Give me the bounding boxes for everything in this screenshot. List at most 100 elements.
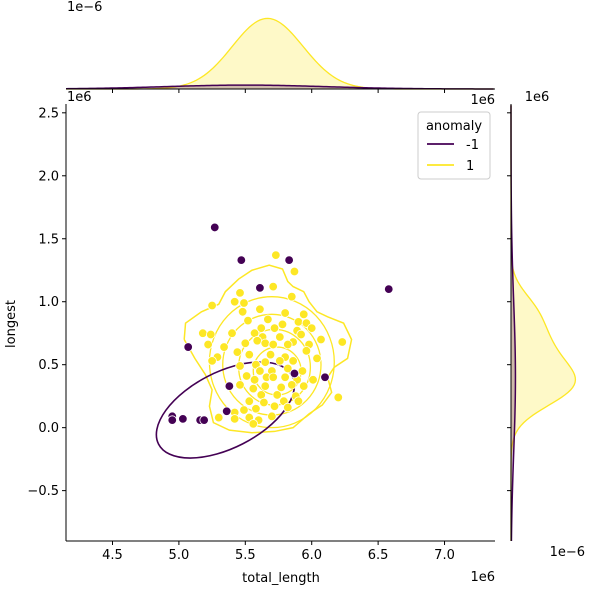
- point-normal: [272, 390, 282, 400]
- point-normal: [259, 397, 269, 408]
- point-normal: [263, 314, 273, 325]
- point-normal: [255, 304, 265, 314]
- x-tick-label: 6.0: [301, 548, 322, 563]
- point-anomaly: [178, 414, 188, 424]
- point-normal: [198, 328, 208, 338]
- point-normal: [207, 300, 217, 311]
- point-normal: [241, 371, 252, 381]
- point-anomaly: [210, 222, 220, 233]
- top-marginal-plot: [65, 17, 495, 93]
- point-normal: [275, 356, 285, 366]
- right-marginal-top-text-2: 1e6: [525, 90, 550, 105]
- point-normal: [248, 419, 258, 429]
- point-anomaly: [284, 255, 294, 265]
- point-normal: [269, 401, 280, 411]
- top-kde-fill-normal: [66, 18, 494, 90]
- point-normal: [232, 347, 243, 357]
- right-marginal-plot: [507, 104, 577, 542]
- point-normal: [237, 307, 248, 317]
- point-normal: [251, 404, 261, 414]
- point-normal: [235, 288, 245, 298]
- y-axis-label: longest: [4, 300, 19, 348]
- point-normal: [268, 372, 278, 382]
- point-normal: [260, 357, 270, 367]
- point-normal: [333, 392, 343, 403]
- point-normal: [287, 380, 297, 390]
- point-normal: [299, 381, 309, 391]
- point-normal: [249, 375, 260, 385]
- y-tick-label: 1.0: [38, 295, 59, 310]
- point-anomaly: [222, 406, 232, 416]
- point-normal: [271, 250, 281, 260]
- point-normal: [316, 334, 326, 345]
- point-normal: [269, 323, 280, 333]
- scatter-points: [167, 222, 394, 429]
- point-normal: [227, 328, 237, 338]
- point-normal: [256, 323, 266, 333]
- point-normal: [229, 414, 240, 424]
- y-tick-label: 2.0: [38, 169, 59, 184]
- x-tick-label: 6.5: [368, 548, 389, 563]
- point-normal: [219, 342, 229, 352]
- point-normal: [255, 366, 265, 376]
- point-normal: [289, 266, 300, 277]
- y-tick-label: 0.5: [38, 358, 59, 373]
- legend-label: 1: [466, 159, 474, 174]
- top-kde-fill-anomaly: [66, 85, 494, 89]
- point-normal: [235, 380, 245, 390]
- main-axes: 4.5 5.0 5.5 6.0 6.5 7.0 −0.5 0.0 0.5 1.0 1.5 2.0 2.5: [27, 104, 495, 563]
- point-normal: [337, 337, 347, 347]
- point-anomaly: [320, 372, 330, 382]
- x-offset-text: 1e6: [470, 570, 495, 585]
- point-anomaly: [167, 415, 177, 425]
- y-tick-label: −0.5: [27, 484, 59, 499]
- legend-box: [417, 111, 491, 180]
- x-tick-label: 5.5: [235, 548, 256, 563]
- point-normal: [229, 297, 240, 307]
- point-normal: [268, 281, 278, 292]
- point-normal: [248, 383, 258, 394]
- y-tick-label: 2.5: [38, 106, 59, 121]
- point-normal: [280, 308, 290, 318]
- point-normal: [240, 338, 251, 348]
- point-anomaly: [384, 284, 394, 294]
- point-normal: [301, 346, 312, 356]
- right-marginal-offset-text: 1e−6: [550, 545, 585, 560]
- point-normal: [267, 411, 277, 422]
- x-tick-label: 4.5: [102, 548, 123, 563]
- point-normal: [288, 356, 298, 366]
- point-normal: [293, 317, 304, 327]
- point-normal: [260, 338, 270, 348]
- point-normal: [239, 298, 249, 308]
- right-marginal-top-text: 1e6: [470, 93, 495, 108]
- point-normal: [243, 315, 253, 326]
- legend-title: anomaly: [426, 119, 482, 134]
- x-tick-label: 7.0: [434, 548, 455, 563]
- top-marginal-offset-text: 1e−6: [67, 0, 102, 15]
- point-normal: [235, 361, 245, 371]
- right-kde-fill-normal: [511, 105, 576, 541]
- legend: anomaly -1 1: [417, 111, 491, 180]
- point-normal: [260, 381, 270, 391]
- point-anomaly: [224, 381, 235, 391]
- point-normal: [299, 309, 309, 320]
- point-normal: [203, 339, 213, 350]
- point-normal: [206, 329, 216, 340]
- point-normal: [268, 339, 278, 350]
- point-anomaly: [255, 283, 265, 293]
- y-offset-text: 1e6: [67, 90, 92, 105]
- y-tick-label: 0.0: [38, 421, 59, 436]
- point-normal: [280, 372, 290, 382]
- point-normal: [275, 332, 285, 342]
- point-normal: [244, 349, 254, 360]
- point-normal: [239, 405, 249, 415]
- point-normal: [287, 291, 297, 302]
- legend-label: -1: [466, 138, 479, 153]
- point-normal: [293, 396, 304, 406]
- point-normal: [277, 319, 288, 330]
- point-normal: [244, 396, 254, 406]
- x-axis-label: total_length: [242, 571, 320, 586]
- point-normal: [297, 366, 308, 376]
- point-anomaly: [199, 415, 209, 425]
